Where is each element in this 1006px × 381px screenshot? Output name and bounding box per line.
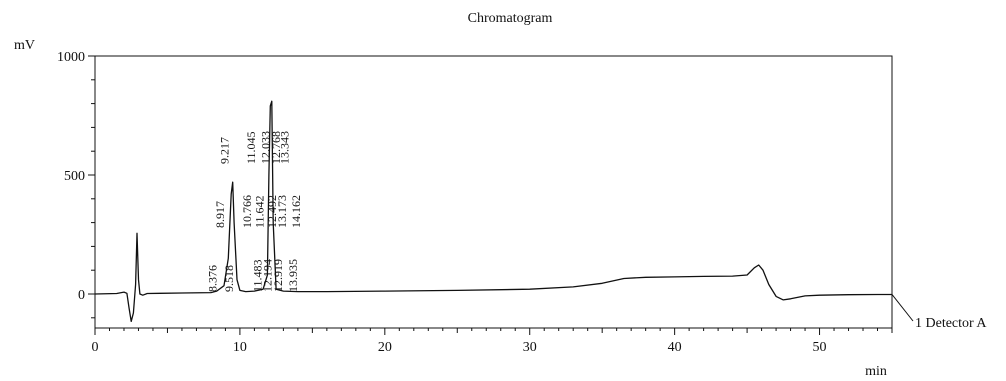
plot-frame bbox=[94, 55, 893, 329]
peak-label: 12.919 bbox=[271, 259, 285, 292]
chart-title: Chromatogram bbox=[468, 11, 553, 26]
peak-label: 10.766 bbox=[240, 195, 254, 228]
y-tick-label: 500 bbox=[64, 169, 85, 184]
peak-label: 12.768 bbox=[269, 131, 283, 164]
peak-label: 12.492 bbox=[265, 195, 279, 228]
peak-label: 13.173 bbox=[275, 195, 289, 228]
peak-label: 11.045 bbox=[244, 131, 258, 164]
peak-label: 11.642 bbox=[253, 195, 267, 228]
series-line bbox=[94, 100, 892, 323]
series-group bbox=[94, 100, 892, 323]
x-tick-label: 0 bbox=[92, 340, 99, 355]
legend-entry: 1 Detector A bbox=[915, 316, 987, 331]
y-tick-label: 1000 bbox=[57, 50, 85, 65]
peak-label: 8.376 bbox=[205, 265, 219, 292]
peak-label: 9.518 bbox=[222, 265, 236, 292]
peak-label: 13.343 bbox=[277, 131, 291, 164]
x-axis-title: min bbox=[865, 364, 887, 379]
peak-label: 12.033 bbox=[258, 131, 272, 164]
peak-label: 9.217 bbox=[218, 137, 232, 164]
y-tick-label: 0 bbox=[78, 288, 85, 303]
peak-labels: 8.376 8.917 9.217 9.518 10.766 11.045 11.483 11… bbox=[205, 131, 303, 292]
x-tick-label: 20 bbox=[378, 340, 392, 355]
peak-label: 12.194 bbox=[261, 259, 275, 292]
x-tick-label: 30 bbox=[523, 340, 537, 355]
x-tick-label: 10 bbox=[233, 340, 247, 355]
y-axis-title: mV bbox=[14, 38, 35, 53]
axis-ticks bbox=[88, 55, 893, 335]
peak-label: 13.935 bbox=[286, 259, 300, 292]
peak-label: 8.917 bbox=[213, 201, 227, 228]
legend-leader-line bbox=[891, 294, 914, 322]
legend: 1 Detector A bbox=[891, 294, 987, 331]
peak-label: 14.162 bbox=[289, 195, 303, 228]
x-tick-label: 50 bbox=[813, 340, 827, 355]
peak-label: 11.483 bbox=[250, 259, 264, 292]
x-tick-label: 40 bbox=[668, 340, 682, 355]
